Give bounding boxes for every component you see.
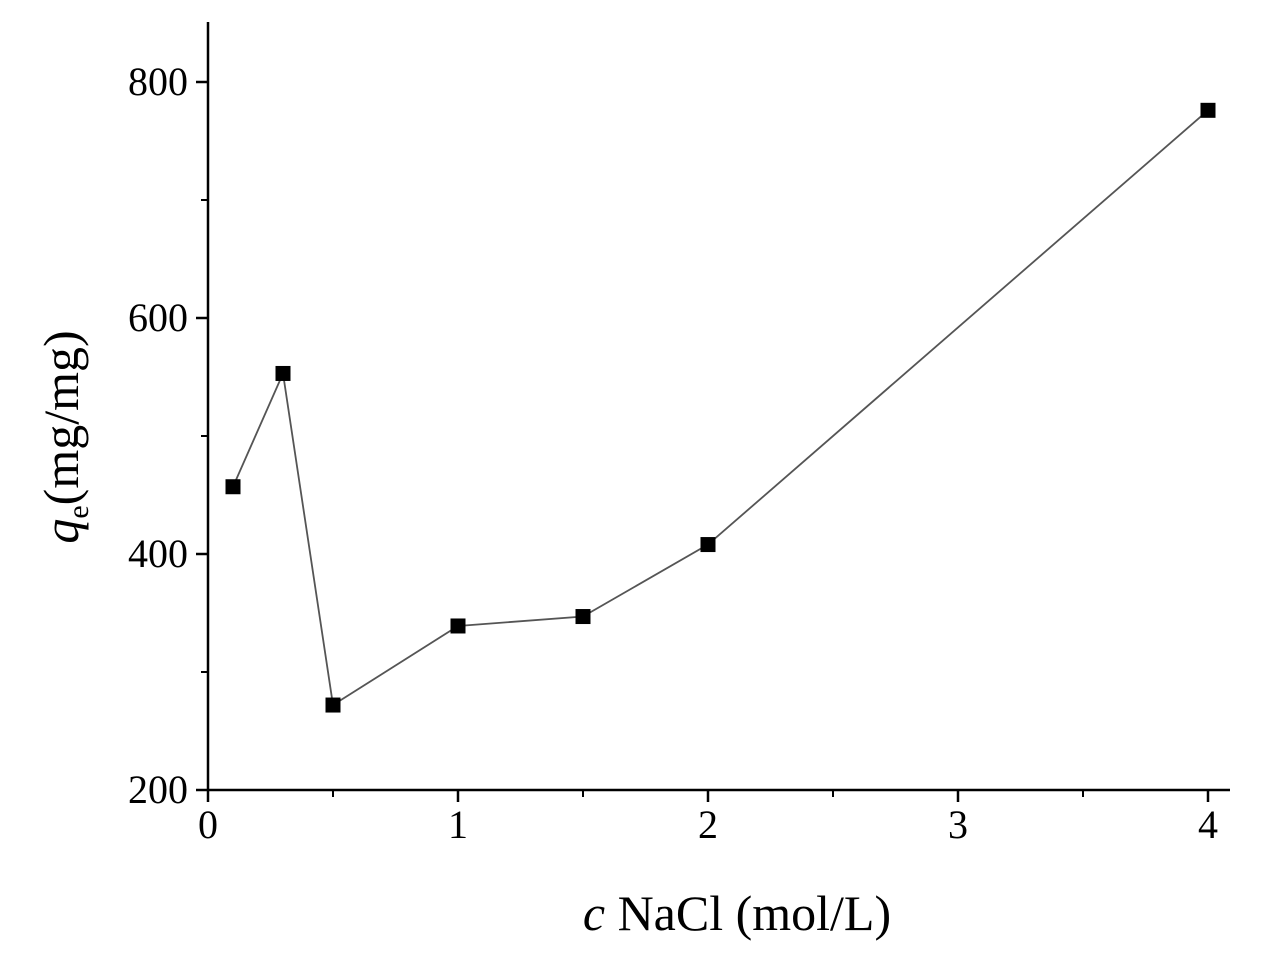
data-point-marker <box>450 618 466 634</box>
tick-labels: 0 1 2 3 4 200 400 600 800 <box>128 59 1218 847</box>
series-line <box>232 109 1209 707</box>
data-point-marker <box>325 697 341 713</box>
y-tick-label: 200 <box>128 767 188 812</box>
x-tick-label: 4 <box>1198 802 1218 847</box>
x-tick-label: 2 <box>698 802 718 847</box>
axes <box>196 22 1230 802</box>
x-axis-title: c NaCl (mol/L) <box>583 885 891 941</box>
data-point-marker <box>575 609 591 625</box>
y-tick-label: 600 <box>128 295 188 340</box>
x-tick-label: 3 <box>948 802 968 847</box>
data-point-marker <box>225 479 241 495</box>
y-tick-label: 800 <box>128 59 188 104</box>
x-tick-label: 0 <box>198 802 218 847</box>
series-layer <box>225 102 1216 713</box>
x-tick-label: 1 <box>448 802 468 847</box>
data-point-marker <box>275 365 291 381</box>
data-point-marker <box>700 537 716 553</box>
data-point-marker <box>1200 102 1216 118</box>
y-axis-title: qe(mg/mg) <box>33 330 95 543</box>
y-tick-label: 400 <box>128 531 188 576</box>
